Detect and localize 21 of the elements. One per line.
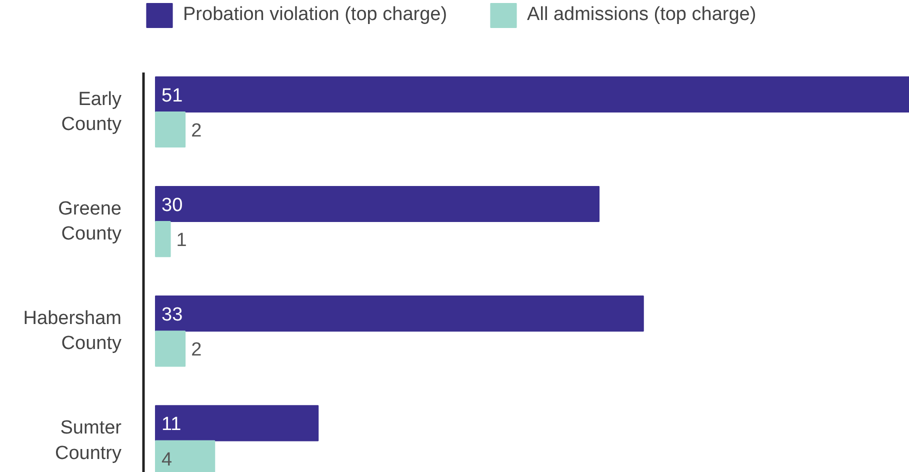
data-label: 2 bbox=[191, 120, 202, 142]
y-tick-label: Sumter Country bbox=[54, 418, 122, 464]
bar bbox=[155, 186, 600, 222]
bar bbox=[155, 296, 644, 332]
bar bbox=[155, 221, 171, 258]
data-label: 11 bbox=[162, 414, 182, 436]
y-tick-label: Early County bbox=[61, 88, 122, 136]
bar bbox=[155, 330, 186, 367]
data-label: 2 bbox=[191, 340, 202, 361]
data-label: 51 bbox=[162, 85, 183, 106]
legend-label: Probation violation (top charge) bbox=[183, 4, 448, 26]
data-label: 4 bbox=[162, 449, 172, 470]
data-label: 1 bbox=[176, 230, 187, 252]
y-tick-label: Greene County bbox=[58, 198, 122, 245]
bar bbox=[155, 405, 319, 442]
y-tick-label: Habersham County bbox=[23, 308, 122, 354]
legend-label: All admissions (top charge) bbox=[527, 4, 756, 26]
bar bbox=[155, 76, 909, 112]
bar bbox=[155, 111, 186, 148]
data-label: 30 bbox=[162, 195, 183, 216]
data-label: 33 bbox=[162, 304, 183, 326]
